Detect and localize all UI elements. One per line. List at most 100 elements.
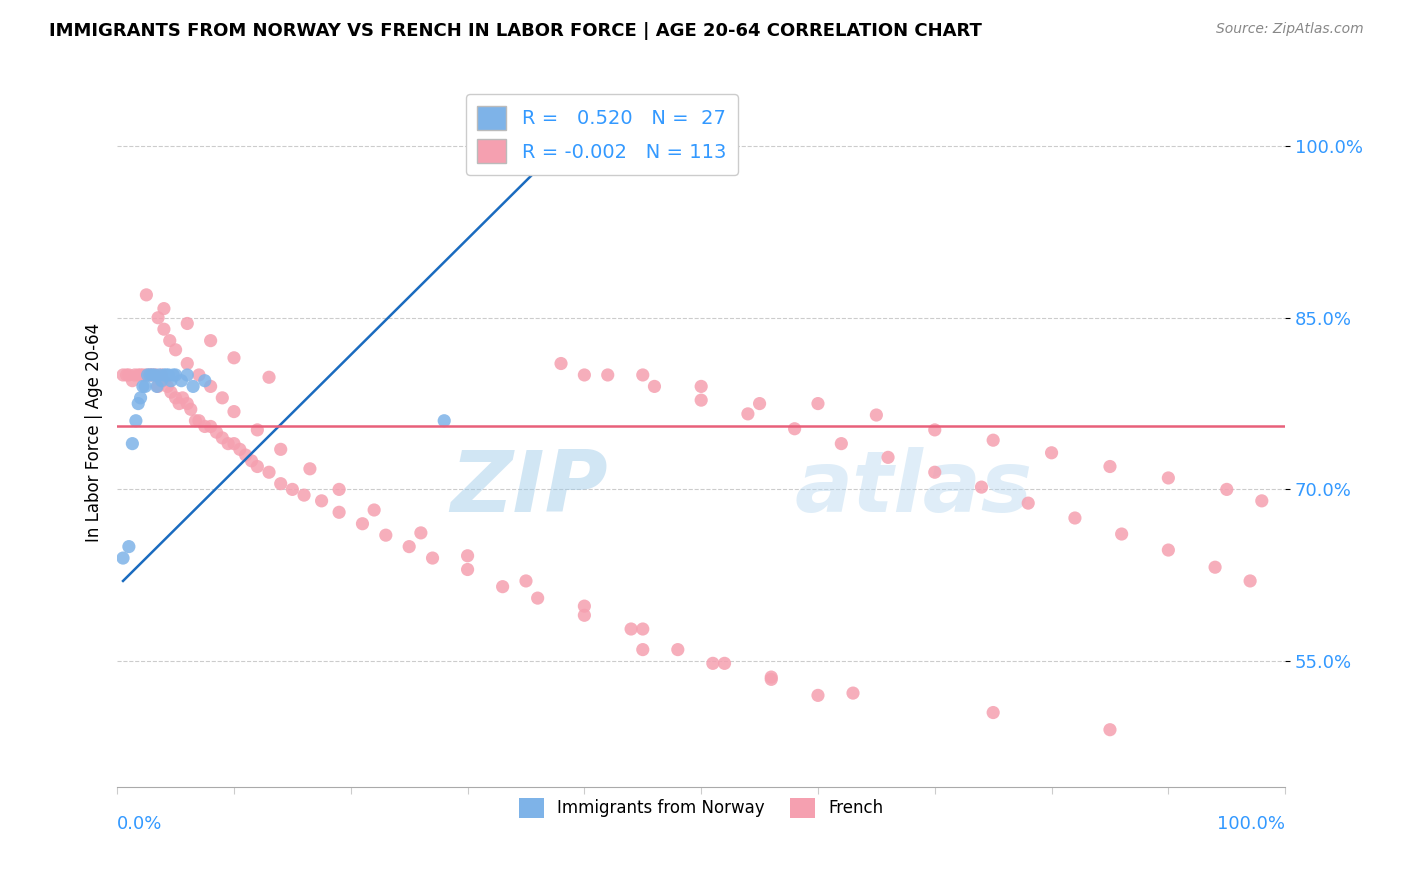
Point [1216,483,1239,497]
Point [211,391,233,405]
Point [690,379,713,393]
Point [281,483,304,497]
Point [596,368,619,382]
Point [170,374,193,388]
Point [136,368,159,382]
Point [807,689,830,703]
Point [194,374,217,388]
Point [235,448,257,462]
Point [422,551,444,566]
Point [1204,560,1226,574]
Point [160,374,183,388]
Point [1098,723,1121,737]
Point [761,670,783,684]
Point [311,493,333,508]
Point [194,419,217,434]
Point [970,480,993,494]
Point [115,368,138,382]
Point [457,549,479,563]
Point [222,351,245,365]
Point [526,591,548,606]
Point [129,368,152,382]
Text: atlas: atlas [794,448,1033,531]
Point [211,431,233,445]
Point [457,562,479,576]
Point [550,357,572,371]
Point [172,391,194,405]
Point [125,414,148,428]
Point [135,288,157,302]
Point [270,442,292,457]
Point [118,368,141,382]
Point [205,425,228,440]
Point [145,368,167,382]
Point [257,370,280,384]
Point [1017,496,1039,510]
Point [132,379,155,393]
Point [631,642,654,657]
Point [1157,543,1180,558]
Point [270,476,292,491]
Text: 0.0%: 0.0% [117,815,163,833]
Point [118,540,141,554]
Point [176,357,198,371]
Point [184,414,207,428]
Point [181,379,204,393]
Point [153,368,176,382]
Point [550,156,572,170]
Point [924,423,946,437]
Point [176,396,198,410]
Point [150,374,173,388]
Point [292,488,315,502]
Point [865,408,887,422]
Point [783,422,806,436]
Point [328,483,350,497]
Point [121,374,143,388]
Point [246,423,269,437]
Point [217,436,239,450]
Text: ZIP: ZIP [450,448,607,531]
Point [1250,493,1272,508]
Point [165,343,187,357]
Point [157,368,180,382]
Point [842,686,865,700]
Point [643,379,665,393]
Y-axis label: In Labor Force | Age 20-64: In Labor Force | Age 20-64 [86,323,103,541]
Point [176,368,198,382]
Point [1239,574,1261,588]
Point [1157,471,1180,485]
Point [146,310,169,325]
Point [433,414,456,428]
Text: 100.0%: 100.0% [1218,815,1285,833]
Point [713,657,735,671]
Point [200,419,222,434]
Point [574,368,596,382]
Text: IMMIGRANTS FROM NORWAY VS FRENCH IN LABOR FORCE | AGE 20-64 CORRELATION CHART: IMMIGRANTS FROM NORWAY VS FRENCH IN LABO… [49,22,981,40]
Point [180,402,202,417]
Point [807,396,830,410]
Point [748,396,770,410]
Point [702,657,724,671]
Point [830,436,852,450]
Point [229,442,252,457]
Point [491,580,513,594]
Point [574,608,596,623]
Point [1064,511,1087,525]
Point [143,368,166,382]
Point [620,622,643,636]
Point [155,368,177,382]
Point [150,368,173,382]
Point [146,379,169,393]
Point [112,368,135,382]
Point [666,642,689,657]
Point [409,525,432,540]
Point [352,516,374,531]
Point [200,334,222,348]
Point [134,379,156,393]
Point [139,368,162,382]
Point [112,551,135,566]
Point [240,454,263,468]
Point [690,393,713,408]
Point [160,385,183,400]
Point [146,379,169,393]
